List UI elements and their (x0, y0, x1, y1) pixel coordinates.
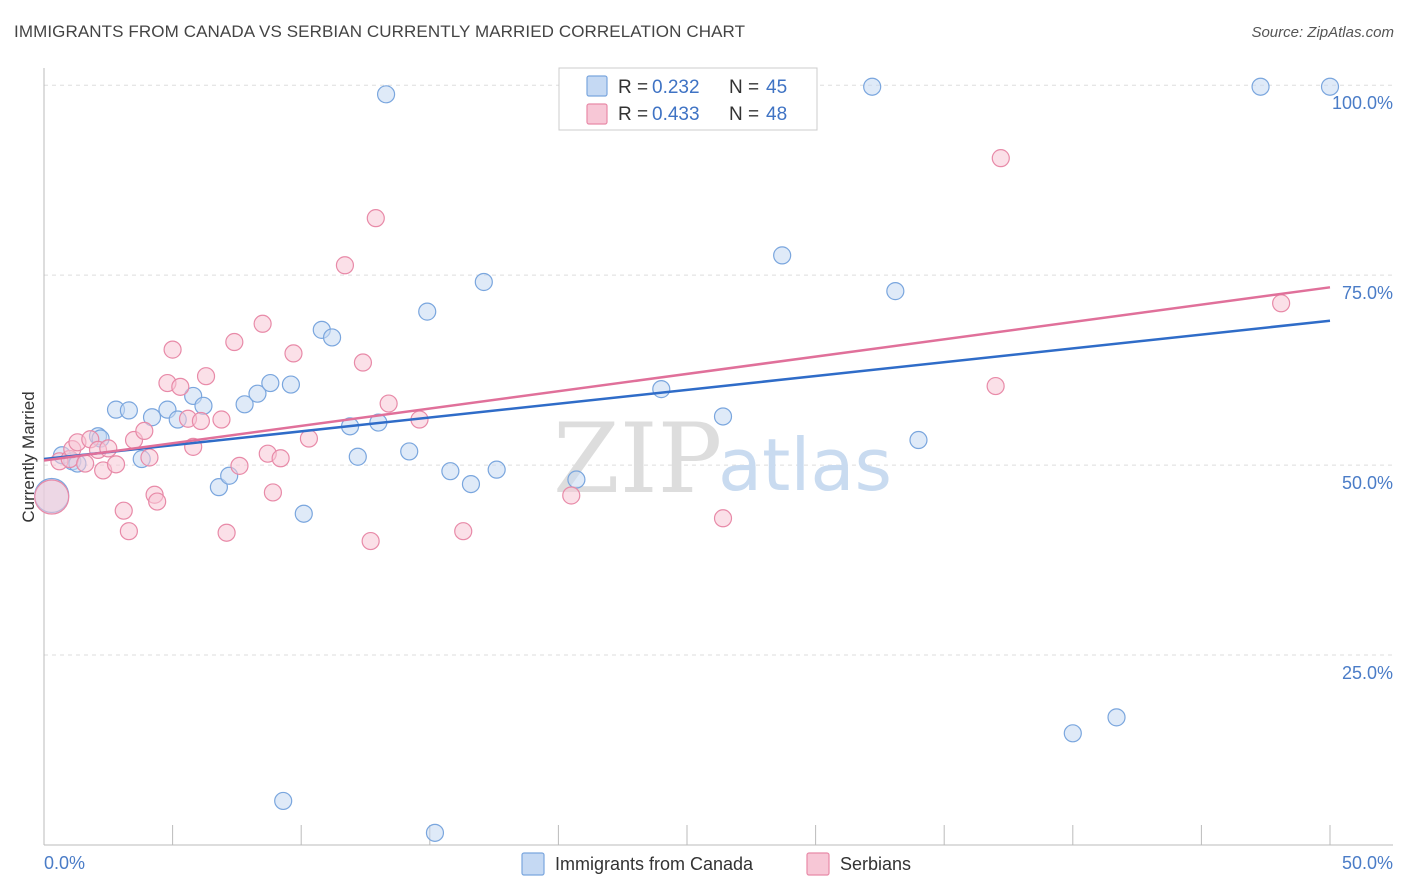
point-canada-19 (274, 791, 293, 811)
point-serbian-36 (353, 353, 373, 372)
point-serbian-14 (135, 421, 154, 441)
point-canada-30 (425, 823, 445, 842)
stats-legend-n-value-canada: 45 (766, 77, 787, 98)
point-serbian-24 (196, 367, 216, 386)
point-serbian-0 (34, 479, 70, 515)
point-canada-18 (261, 373, 280, 393)
point-serbian-15 (140, 448, 159, 467)
point-canada-20 (281, 375, 301, 394)
point-canada-39 (863, 77, 882, 96)
point-serbian-34 (299, 429, 319, 448)
stats-legend-r-value-canada: 0.232 (652, 77, 700, 98)
point-canada-16 (235, 395, 254, 414)
point-canada-41 (909, 430, 928, 450)
point-serbian-32 (271, 449, 290, 468)
point-canada-45 (1320, 77, 1340, 96)
stats-legend-n-label-serbian: N = (729, 104, 759, 125)
point-serbian-29 (253, 314, 272, 333)
point-canada-34 (487, 460, 506, 479)
stats-legend: R = 0.232 N = 45 R = 0.433 N = 48 (558, 67, 818, 131)
stats-legend-r-value-serbian: 0.433 (652, 104, 700, 125)
point-canada-17 (248, 384, 267, 403)
series-serbian-points (34, 149, 1291, 551)
stats-legend-r-label-serbian: R = (618, 104, 648, 125)
point-serbian-42 (562, 486, 581, 505)
point-canada-14 (209, 478, 228, 497)
point-serbian-41 (454, 522, 473, 541)
stats-legend-swatch-canada (586, 75, 608, 97)
series-legend: Immigrants from Canada Serbians (521, 852, 911, 876)
point-serbian-45 (991, 149, 1010, 168)
y-tick-label-2: 75.0% (1342, 283, 1393, 303)
point-serbian-43 (713, 509, 733, 528)
point-serbian-9 (99, 439, 118, 458)
stats-legend-swatch-serbian (586, 103, 608, 125)
point-serbian-38 (366, 209, 385, 228)
point-serbian-25 (212, 410, 231, 429)
point-serbian-19 (163, 340, 182, 359)
point-serbian-33 (284, 344, 303, 363)
point-canada-38 (773, 246, 792, 265)
point-canada-44 (1251, 77, 1270, 96)
point-serbian-17 (148, 492, 167, 511)
series-legend-label-canada: Immigrants from Canada (555, 854, 754, 874)
point-canada-31 (441, 462, 460, 481)
series-legend-label-serbian: Serbians (840, 854, 911, 874)
point-canada-43 (1107, 708, 1126, 727)
point-serbian-31 (263, 483, 283, 502)
point-canada-9 (142, 408, 162, 427)
x-tick-labels: 0.0% 50.0% (44, 853, 1393, 873)
point-serbian-10 (106, 455, 126, 474)
point-serbian-35 (335, 256, 355, 275)
point-serbian-28 (230, 456, 249, 475)
stats-legend-n-value-serbian: 48 (766, 104, 787, 125)
point-serbian-46 (1272, 294, 1291, 313)
watermark-zip: ZIP (553, 403, 722, 515)
point-canada-28 (400, 442, 419, 461)
series-legend-swatch-canada (521, 852, 545, 876)
point-canada-25 (348, 447, 367, 466)
point-canada-21 (294, 504, 313, 523)
point-canada-35 (567, 470, 586, 489)
y-tick-label-3: 100.0% (1332, 93, 1393, 113)
point-serbian-5 (76, 454, 95, 473)
point-canada-7 (119, 401, 138, 420)
point-serbian-37 (361, 531, 380, 551)
trend-line-canada (43, 319, 1331, 461)
series-legend-swatch-serbian (806, 852, 830, 876)
stats-legend-n-label-canada: N = (729, 77, 759, 98)
point-serbian-11 (114, 501, 133, 520)
watermark-atlas: atlas (718, 423, 892, 507)
trend-line-serbian (43, 286, 1331, 462)
point-serbian-23 (191, 411, 210, 431)
point-serbian-20 (171, 377, 190, 396)
y-axis-label: Currently Married (19, 391, 38, 522)
chart-title: IMMIGRANTS FROM CANADA VS SERBIAN CURREN… (14, 22, 746, 41)
point-canada-40 (886, 282, 905, 301)
point-canada-29 (418, 302, 437, 321)
point-canada-23 (322, 328, 342, 347)
point-canada-37 (713, 407, 733, 426)
point-canada-27 (376, 85, 396, 104)
point-serbian-12 (119, 522, 138, 541)
x-tick-label-max: 50.0% (1342, 853, 1393, 873)
y-tick-labels: 25.0% 50.0% 75.0% 100.0% (1332, 93, 1393, 683)
point-canada-13 (194, 396, 213, 415)
y-tick-label-0: 25.0% (1342, 663, 1393, 683)
stats-legend-r-label-canada: R = (618, 77, 648, 98)
point-serbian-44 (986, 376, 1005, 396)
point-canada-33 (474, 272, 493, 292)
point-serbian-39 (379, 394, 398, 413)
point-serbian-26 (217, 523, 236, 542)
y-tick-label-1: 50.0% (1342, 473, 1393, 493)
point-canada-32 (461, 474, 481, 494)
point-canada-36 (652, 380, 671, 399)
chart-source: Source: ZipAtlas.com (1251, 24, 1394, 41)
x-tick-label-min: 0.0% (44, 853, 85, 873)
point-canada-42 (1063, 724, 1082, 743)
watermark: ZIP atlas (553, 403, 892, 515)
point-serbian-27 (225, 332, 244, 352)
